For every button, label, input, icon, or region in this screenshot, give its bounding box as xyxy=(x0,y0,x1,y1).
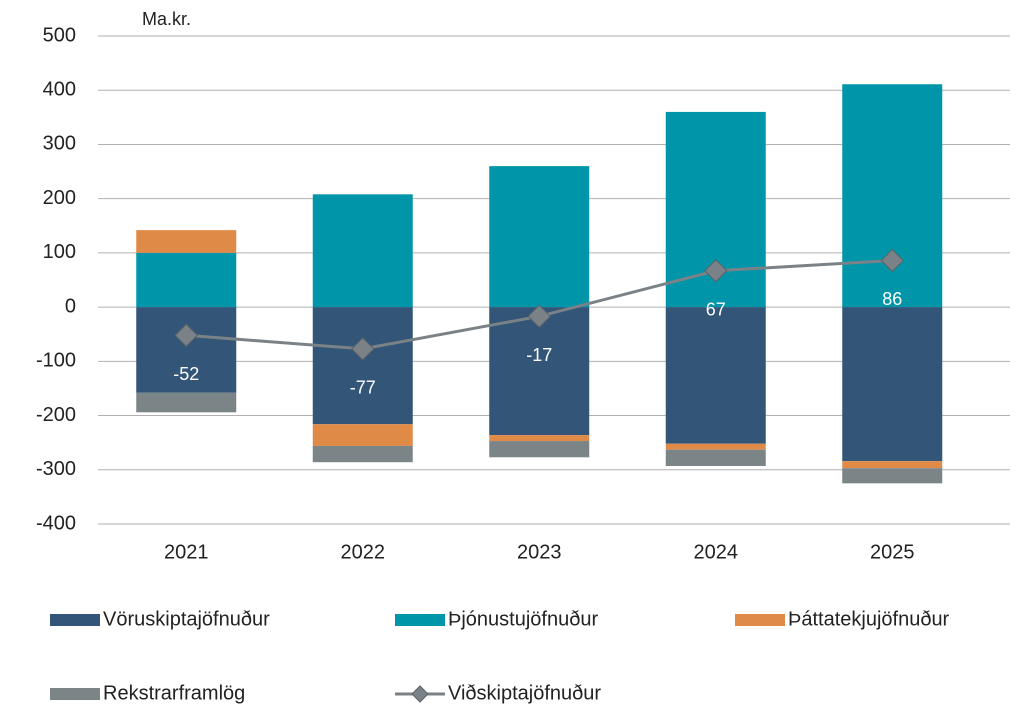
y-tick-label: 0 xyxy=(65,295,76,317)
bar-segment xyxy=(842,461,943,469)
bar-segment xyxy=(489,435,590,442)
y-axis-label: Ma.kr. xyxy=(142,9,191,29)
bar-segment xyxy=(489,307,590,436)
y-tick-label: 200 xyxy=(43,187,76,209)
bar-segment xyxy=(312,424,413,446)
y-tick-label: 500 xyxy=(43,24,76,46)
data-label: -77 xyxy=(350,378,376,398)
y-tick-label: -300 xyxy=(36,458,76,480)
legend-label: Þjónustujöfnuður xyxy=(448,608,598,630)
bar-segment xyxy=(665,443,766,450)
bar-segment xyxy=(312,445,413,463)
bar-segment xyxy=(489,166,590,308)
legend-swatch xyxy=(50,688,100,700)
bar-segment xyxy=(842,307,943,462)
line-marker xyxy=(880,248,904,273)
data-label: -52 xyxy=(173,364,199,384)
y-tick-label: -400 xyxy=(36,512,76,534)
y-tick-label: 400 xyxy=(43,79,76,101)
legend-label: Viðskiptajöfnuður xyxy=(448,682,601,704)
y-tick-label: -200 xyxy=(36,404,76,426)
legend-label: Vöruskiptajöfnuður xyxy=(103,608,270,630)
x-tick-label: 2025 xyxy=(870,541,915,563)
line-marker xyxy=(351,337,375,361)
data-label: 67 xyxy=(706,300,726,320)
data-label: -17 xyxy=(526,345,552,365)
line-marker xyxy=(704,259,728,283)
bar-segment xyxy=(136,307,237,393)
legend-label: Rekstrarframlög xyxy=(103,682,245,704)
legend-label: Þáttatekjujöfnuður xyxy=(788,608,950,630)
x-tick-label: 2024 xyxy=(694,541,739,563)
y-tick-label: 100 xyxy=(43,241,76,263)
line-marker xyxy=(174,323,198,348)
bar-segment xyxy=(136,252,237,308)
data-label: 86 xyxy=(882,289,902,309)
x-tick-label: 2023 xyxy=(517,541,562,563)
bar-segment xyxy=(312,194,413,308)
bar-segment xyxy=(842,84,943,308)
y-tick-label: -100 xyxy=(36,350,76,372)
bar-segment xyxy=(665,449,766,466)
line-marker xyxy=(527,304,551,329)
bar-segment xyxy=(136,392,237,413)
bar-segment xyxy=(489,441,590,458)
x-tick-label: 2021 xyxy=(164,541,209,563)
legend-swatch xyxy=(50,614,100,626)
bar-segment xyxy=(842,468,943,484)
legend-swatch xyxy=(395,614,445,626)
legend-swatch xyxy=(735,614,785,626)
legend-marker xyxy=(411,685,429,703)
y-tick-label: 300 xyxy=(43,133,76,155)
bar-segment xyxy=(312,307,413,425)
bar-segment xyxy=(665,307,766,444)
bar-segment xyxy=(136,230,237,253)
x-tick-label: 2022 xyxy=(341,541,386,563)
